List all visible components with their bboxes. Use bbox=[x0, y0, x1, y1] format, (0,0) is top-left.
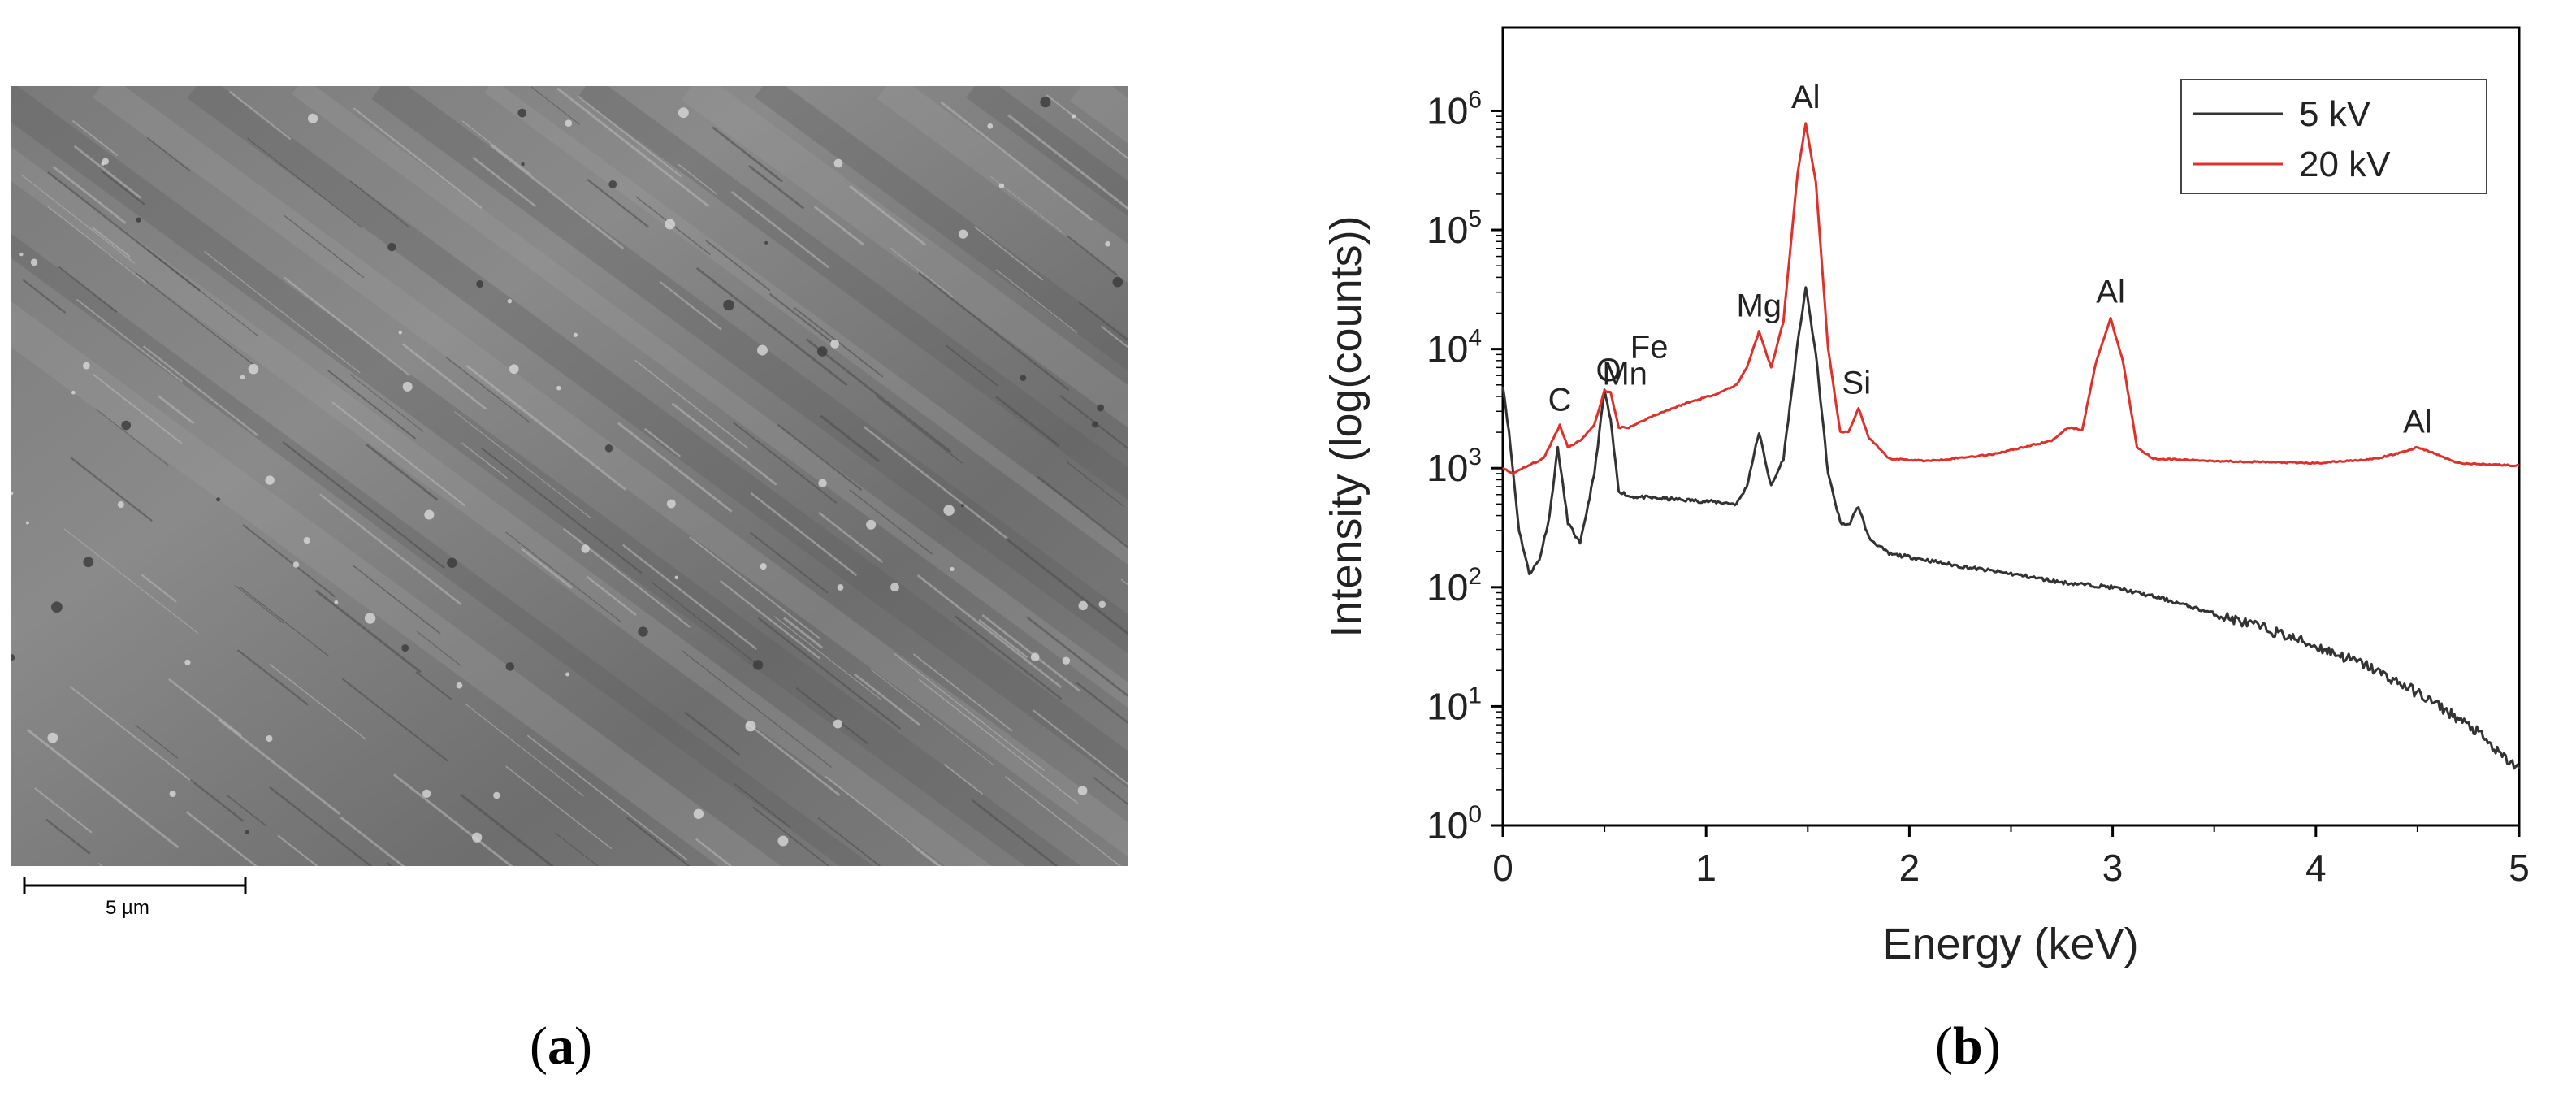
series-line-20kv bbox=[1501, 122, 2520, 476]
caption-a: (a) bbox=[530, 1016, 592, 1076]
y-tick-label: 106 bbox=[1427, 86, 1482, 132]
peak-label: Fe bbox=[1630, 330, 1669, 366]
peak-label: Al bbox=[2096, 274, 2125, 310]
x-tick-label: 2 bbox=[1899, 847, 1920, 889]
series-line-5kv bbox=[1501, 286, 2521, 770]
sem-image-svg: 5 µm bbox=[11, 86, 1128, 919]
peak-label: Mn bbox=[1602, 356, 1647, 392]
peak-label: O bbox=[1596, 353, 1621, 388]
x-tick-label: 5 bbox=[2509, 847, 2530, 889]
legend: 5 kV 20 kV bbox=[2180, 79, 2487, 194]
y-axis-label: Intensity (log(counts)) bbox=[1322, 215, 1370, 637]
caption-b: (b) bbox=[1935, 1016, 2001, 1076]
peak-label: C bbox=[1548, 382, 1572, 418]
panel-a: 5 µm (a) bbox=[0, 0, 1219, 1105]
panel-b: 0 1 2 3 4 5 100 101 102 103 104 105 106 C O Mn Fe Mg Al Si… bbox=[1267, 0, 2576, 1105]
y-tick-label: 105 bbox=[1427, 206, 1482, 251]
peak-label: Si bbox=[1842, 366, 1872, 401]
x-tick-label: 3 bbox=[2102, 847, 2124, 889]
peak-label: Al bbox=[2403, 404, 2432, 440]
x-axis-label: Energy (keV) bbox=[1882, 920, 2138, 968]
x-tick-label: 4 bbox=[2305, 847, 2327, 889]
y-tick-label: 104 bbox=[1427, 325, 1482, 370]
scale-bar: 5 µm bbox=[23, 877, 247, 919]
peak-label: Mg bbox=[1736, 288, 1782, 324]
y-tick-label: 102 bbox=[1427, 563, 1482, 609]
sem-texture bbox=[11, 86, 1128, 866]
y-tick-label: 100 bbox=[1427, 801, 1482, 847]
legend-label: 5 kV bbox=[2299, 94, 2371, 134]
peak-label: Al bbox=[1791, 80, 1821, 115]
legend-box bbox=[2180, 79, 2487, 194]
y-tick-label: 103 bbox=[1427, 444, 1482, 489]
legend-label: 20 kV bbox=[2299, 145, 2391, 184]
x-tick-label: 1 bbox=[1695, 847, 1717, 889]
sem-micrograph bbox=[11, 86, 1128, 866]
scale-bar-label: 5 µm bbox=[106, 897, 149, 919]
y-tick-label: 101 bbox=[1427, 682, 1482, 727]
x-tick-label: 0 bbox=[1492, 847, 1513, 889]
